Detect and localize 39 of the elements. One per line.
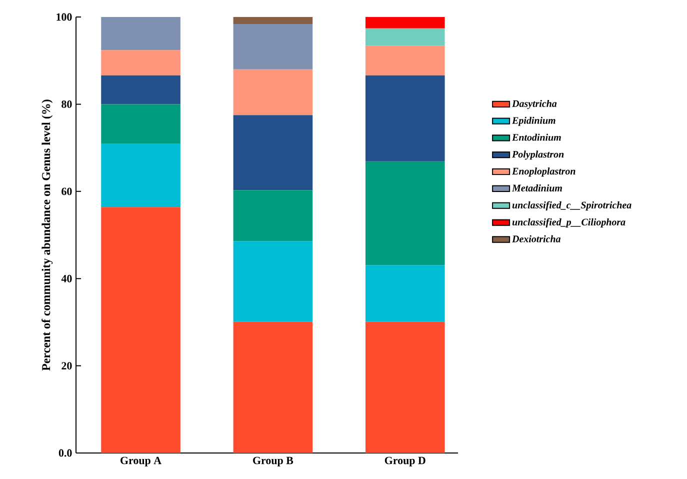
legend-label: unclassified_c__Spirotrichea (512, 201, 632, 210)
bar (101, 75, 180, 104)
bar (233, 24, 313, 70)
x-tick-label: Group D (384, 456, 426, 466)
x-tick-label: Group A (120, 456, 162, 466)
y-tick-label: 20 (62, 362, 72, 370)
legend-label: Polyplastron (512, 150, 564, 160)
legend-label: Enoploplastron (512, 168, 576, 177)
bar (101, 104, 180, 144)
legend-label: Metadinium (512, 184, 562, 192)
bar (365, 75, 445, 162)
bar (365, 322, 445, 453)
y-tick-label: 60 (62, 188, 72, 196)
y-tick-label: 100 (56, 13, 72, 21)
y-tick-label: 0.0 (58, 449, 72, 457)
bar (365, 161, 445, 266)
legend-label: Dasytricha (512, 100, 557, 110)
bar (101, 16, 180, 50)
x-tick-label: Group B (253, 456, 294, 466)
legend-label: Epidinium (512, 116, 556, 126)
bar (233, 115, 313, 190)
bar (233, 16, 313, 24)
bar (233, 241, 313, 322)
bar (101, 50, 180, 76)
bar (101, 144, 180, 208)
bar (365, 16, 445, 28)
bar (233, 190, 313, 242)
bar (365, 46, 445, 76)
y-tick-label: 40 (61, 274, 72, 282)
legend-label: Entodinium (512, 134, 561, 141)
bar (233, 69, 313, 116)
bar (365, 265, 445, 322)
y-axis-title: Percent of community abundance on Genus level (%) (42, 100, 53, 371)
bar (233, 322, 313, 453)
legend-label: Dexiotricha (512, 235, 561, 242)
y-tick-label: 80 (62, 100, 72, 108)
legend-label: unclassified_p__Ciliophora (512, 218, 626, 228)
bar (101, 207, 180, 453)
bar (365, 28, 445, 46)
